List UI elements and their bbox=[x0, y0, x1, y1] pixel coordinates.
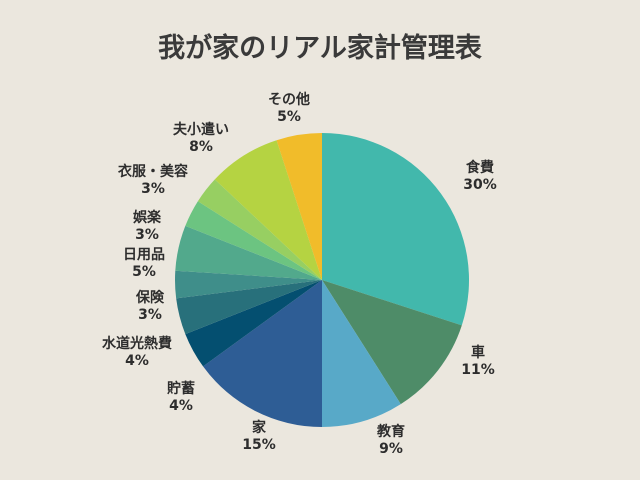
slice-percent-4: 15% bbox=[242, 437, 276, 453]
slice-label-5: 貯蓄 bbox=[167, 380, 195, 397]
slice-label-12: その他 bbox=[268, 91, 310, 108]
pie-slice-9 bbox=[185, 201, 322, 280]
slice-percent-10: 3% bbox=[141, 181, 165, 197]
pie-slices bbox=[175, 133, 470, 427]
slice-percent-1: 30% bbox=[463, 177, 497, 193]
pie-slice-6 bbox=[176, 280, 322, 335]
slice-percent-5: 4% bbox=[169, 398, 193, 414]
slice-percent-11: 8% bbox=[189, 139, 213, 155]
slice-percent-8: 5% bbox=[132, 264, 156, 280]
chart-title: 我が家のリアル家計管理表 bbox=[158, 32, 482, 64]
slice-label-8: 日用品 bbox=[123, 247, 165, 263]
pie-slice-5 bbox=[185, 280, 322, 367]
slice-label-9: 娯楽 bbox=[133, 209, 162, 226]
slice-label-11: 夫小遣い bbox=[173, 121, 229, 138]
pie-slice-4 bbox=[203, 280, 322, 427]
slice-percent-2: 11% bbox=[461, 362, 495, 378]
slice-percent-3: 9% bbox=[379, 441, 403, 457]
pie-slice-2 bbox=[322, 280, 462, 405]
slice-label-10: 衣服・美容 bbox=[118, 163, 188, 180]
slice-percent-6: 4% bbox=[125, 353, 149, 369]
pie-slice-10 bbox=[197, 179, 322, 280]
slice-percent-7: 3% bbox=[138, 307, 162, 323]
pie-slice-1 bbox=[322, 133, 470, 326]
slice-label-6: 水道光熱費 bbox=[102, 335, 172, 352]
pie-slice-11 bbox=[214, 140, 322, 280]
slice-percent-12: 5% bbox=[277, 109, 301, 125]
slice-percent-9: 3% bbox=[135, 227, 159, 243]
pie-labels: 食費30%車11%教育9%家15%貯蓄4%水道光熱費4%保険3%日用品5%娯楽3… bbox=[102, 91, 497, 457]
slice-label-7: 保険 bbox=[135, 289, 165, 306]
pie-slice-3 bbox=[322, 280, 401, 427]
pie-slice-12 bbox=[276, 133, 322, 280]
slice-label-1: 食費 bbox=[466, 159, 494, 176]
slice-label-3: 教育 bbox=[377, 423, 405, 440]
pie-slice-8 bbox=[175, 225, 322, 280]
slice-label-4: 家 bbox=[252, 419, 267, 436]
pie-slice-7 bbox=[175, 270, 322, 299]
slice-label-2: 車 bbox=[471, 344, 485, 361]
